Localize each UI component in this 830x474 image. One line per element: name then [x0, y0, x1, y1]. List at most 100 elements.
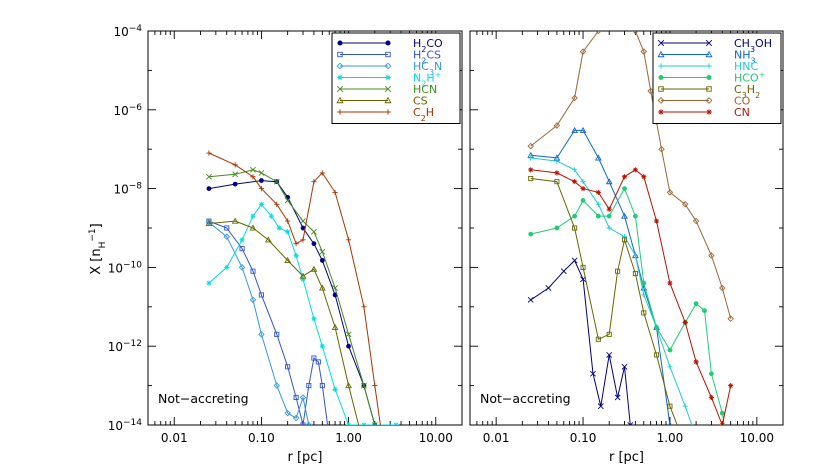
data-point	[205, 219, 213, 227]
legend-label: HCN	[413, 83, 437, 96]
data-point	[300, 422, 306, 425]
series-line	[208, 220, 329, 425]
data-point	[728, 383, 734, 389]
data-point	[206, 186, 212, 192]
data-point	[624, 31, 625, 32]
series-line	[530, 169, 732, 425]
data-point	[239, 237, 245, 243]
data-point	[606, 331, 612, 337]
data-point	[614, 394, 621, 401]
data-point	[249, 224, 257, 231]
data-point	[527, 142, 534, 150]
data-point	[333, 462, 337, 466]
data-point	[258, 170, 265, 176]
legend-label: HC3N	[413, 60, 442, 77]
data-point	[571, 126, 578, 133]
data-point	[621, 212, 628, 219]
data-point	[393, 422, 399, 425]
x-tick-label: 10.00	[419, 431, 453, 445]
data-point	[332, 189, 338, 196]
data-point	[580, 198, 586, 203]
data-point	[205, 219, 213, 226]
data-point	[300, 218, 306, 224]
series-h2co	[206, 178, 385, 448]
data-point	[238, 264, 246, 271]
data-point	[693, 359, 699, 365]
legend-label: H2CO	[413, 37, 443, 54]
series-line	[530, 129, 671, 425]
x-axis-label: r [pc]	[287, 450, 322, 465]
legend-item: HCO+	[658, 70, 765, 85]
data-point	[641, 280, 647, 286]
data-point	[606, 213, 612, 219]
data-point	[250, 166, 256, 173]
series-nh3	[527, 126, 672, 425]
data-point	[372, 462, 377, 467]
legend-label: HNC	[734, 60, 759, 73]
legend-item: N2H+	[337, 70, 441, 88]
series-ch3oh	[527, 257, 634, 425]
data-point	[285, 218, 291, 224]
data-point	[554, 158, 560, 164]
data-point	[224, 264, 230, 270]
legend-item: CS	[336, 95, 428, 108]
legend-item: HCN	[336, 83, 437, 96]
data-point	[702, 308, 707, 314]
data-point	[273, 178, 280, 185]
data-point	[250, 268, 256, 274]
data-point	[719, 422, 725, 425]
data-point	[667, 364, 673, 370]
data-point	[554, 170, 560, 176]
series-h2cs	[206, 218, 337, 466]
series-line	[530, 31, 732, 319]
x-tick-label: 0.01	[483, 431, 510, 445]
data-point	[372, 383, 378, 389]
data-point	[621, 363, 628, 370]
data-point	[232, 181, 238, 187]
series-line	[530, 259, 631, 425]
data-point	[554, 179, 560, 185]
data-point	[319, 343, 325, 349]
data-point	[632, 213, 638, 219]
series-hco	[528, 186, 725, 425]
data-point	[572, 213, 578, 219]
data-point	[647, 87, 654, 95]
legend-box	[331, 32, 461, 124]
data-point	[654, 325, 659, 330]
data-point	[332, 386, 338, 393]
x-tick-label: 0.10	[570, 431, 597, 445]
data-point	[231, 217, 239, 224]
data-point	[667, 421, 672, 425]
data-point	[554, 225, 560, 231]
series-line	[530, 187, 725, 425]
data-point	[206, 150, 212, 156]
data-point	[571, 257, 578, 264]
data-point	[667, 280, 673, 286]
data-point	[595, 213, 601, 219]
data-point	[606, 225, 612, 231]
data-point	[264, 236, 272, 243]
data-point	[331, 323, 339, 330]
data-point	[258, 186, 265, 192]
data-point	[299, 394, 307, 401]
data-point	[284, 197, 291, 204]
data-point	[224, 225, 230, 231]
data-point	[293, 394, 299, 400]
data-point	[572, 225, 578, 231]
y-tick-label: 10−8	[113, 182, 142, 197]
data-point	[653, 218, 660, 224]
data-point	[285, 364, 291, 370]
y-tick-label: 10−6	[113, 103, 142, 118]
data-point	[615, 268, 621, 274]
data-point	[580, 179, 586, 185]
data-point	[381, 444, 385, 448]
data-point	[345, 422, 352, 425]
data-point	[319, 170, 325, 176]
x-tick-label: 0.10	[248, 431, 275, 445]
data-point	[580, 264, 586, 270]
series-line	[530, 178, 678, 425]
data-point	[258, 201, 265, 207]
series-line	[208, 169, 376, 425]
